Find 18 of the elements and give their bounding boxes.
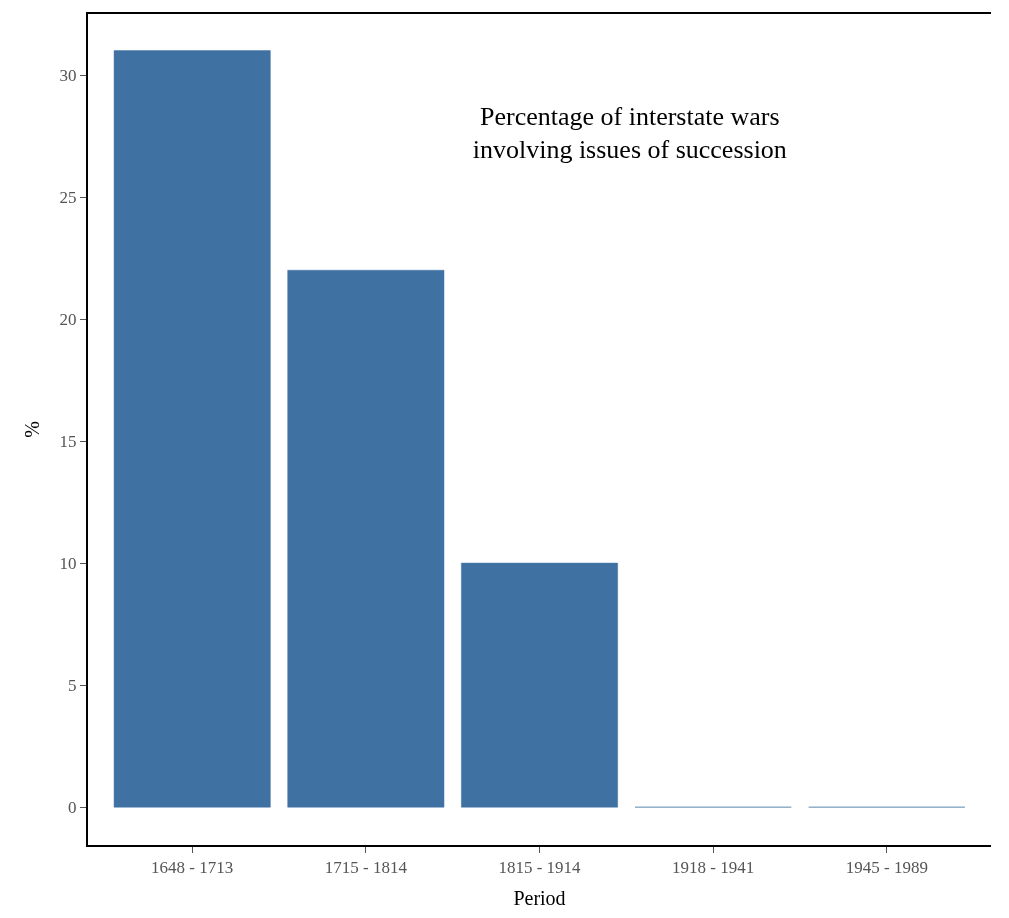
y-tick-label: 5 [68, 676, 77, 696]
y-tick-label: 0 [68, 798, 77, 818]
bar [113, 50, 271, 808]
y-tick-label: 15 [59, 432, 77, 452]
x-tick-label: 1918 - 1941 [672, 858, 755, 878]
y-tick-label: 20 [59, 310, 77, 330]
x-tick-label: 1648 - 1713 [151, 858, 234, 878]
bar [287, 270, 445, 808]
text: Percentage of interstate wars involving issues of succession [472, 101, 787, 165]
y-tick-label: 30 [59, 65, 77, 85]
x-axis-title: Period [513, 887, 566, 910]
x-tick-label: 1815 - 1914 [498, 858, 582, 878]
x-tick-label: 1945 - 1989 [845, 858, 928, 878]
y-tick-label: 10 [59, 554, 77, 574]
y-axis-title: % [20, 421, 43, 438]
y-tick-label: 25 [59, 187, 77, 207]
x-tick-label: 1715 - 1814 [324, 858, 408, 878]
bar [461, 562, 618, 808]
